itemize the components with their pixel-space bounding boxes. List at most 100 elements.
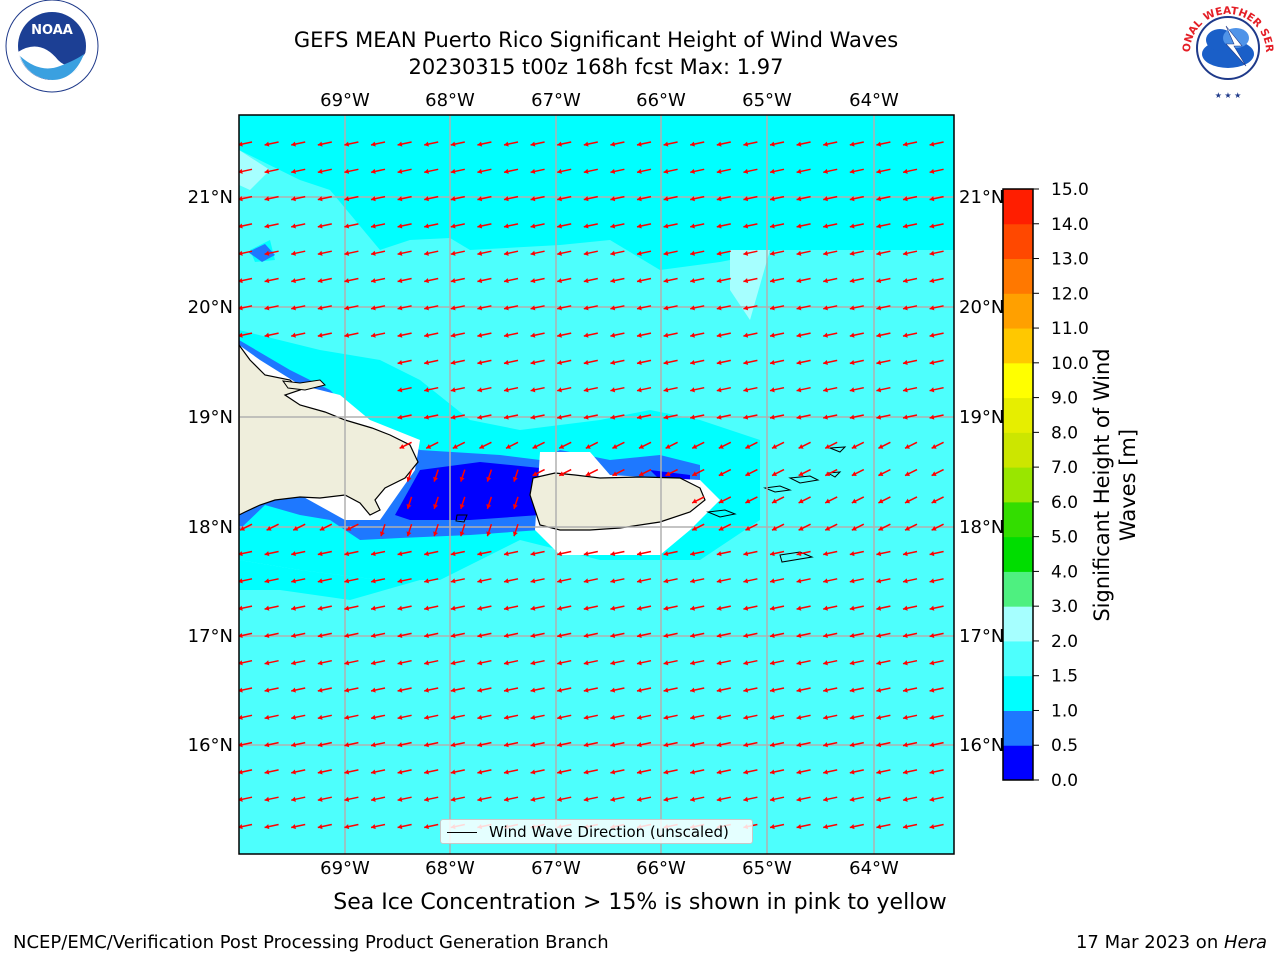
wave-direction-arrowhead [530, 769, 536, 775]
svg-text:★ ★ ★: ★ ★ ★ [1215, 91, 1242, 100]
wave-direction-arrowhead [424, 168, 429, 174]
wave-direction-arrowhead [825, 471, 831, 476]
wave-direction-arrowhead [344, 714, 350, 720]
lon-label-bottom: 68°W [425, 858, 475, 879]
wave-direction-arrowhead [371, 551, 376, 557]
wave-direction-arrowhead [433, 531, 439, 537]
wave-direction-arrowhead [876, 796, 882, 802]
wave-direction-arrowhead [450, 660, 456, 666]
wave-direction-arrowhead [424, 824, 429, 830]
wave-direction-arrowhead [583, 196, 589, 202]
wave-direction-arrowhead [876, 359, 882, 366]
svg-text:NOAA: NOAA [31, 23, 73, 38]
wave-direction-arrowhead [291, 250, 296, 256]
wave-direction-arrowhead [612, 444, 618, 449]
wave-direction-arrowhead [317, 660, 323, 666]
wave-direction-arrowhead [264, 141, 270, 147]
wave-direction-arrowhead [851, 444, 857, 449]
wave-direction-arrowhead [770, 742, 775, 748]
wave-direction-arrowhead [663, 796, 669, 802]
wave-direction-arrowhead [716, 605, 722, 611]
wave-direction-arrowhead [637, 359, 642, 366]
wave-direction-arrowhead [716, 223, 722, 229]
wave-direction-arrowhead [397, 223, 403, 229]
wave-direction-arrowhead [452, 444, 458, 449]
wave-direction-arrowhead [344, 278, 350, 284]
wave-direction-arrowhead [610, 332, 616, 338]
wave-direction-arrowhead [851, 471, 857, 476]
wave-direction-arrowhead [530, 359, 536, 366]
wave-direction-arrowhead [929, 387, 935, 393]
wave-direction-arrowhead [796, 278, 802, 284]
footer-machine: Hera [1223, 932, 1267, 953]
wave-direction-arrowhead [344, 551, 350, 557]
wave-direction-arrowhead [239, 168, 243, 174]
wave-direction-arrowhead [716, 168, 722, 174]
lat-label-right: 21°N [959, 187, 1004, 208]
wave-direction-arrowhead [477, 742, 483, 748]
wave-direction-arrowhead [504, 387, 509, 393]
wave-direction-arrowhead [770, 387, 775, 393]
wave-direction-arrowhead [849, 824, 855, 830]
wave-direction-arrowhead [770, 824, 775, 830]
wave-direction-arrowhead [849, 278, 855, 284]
wave-direction-arrowhead [823, 278, 828, 284]
wave-direction-arrowhead [530, 250, 536, 256]
wave-direction-arrowhead [239, 278, 243, 284]
wave-direction-arrowhead [450, 605, 456, 611]
wave-direction-arrowhead [371, 687, 376, 693]
colorbar-segment [1003, 223, 1033, 260]
lon-label-bottom: 64°W [849, 858, 899, 879]
wave-direction-arrowhead [239, 141, 243, 147]
wave-direction-arrowhead [796, 742, 802, 748]
wave-direction-arrowhead [264, 605, 270, 611]
map-frame [238, 114, 955, 855]
wave-direction-arrowhead [823, 551, 828, 557]
wave-direction-arrowhead [878, 498, 884, 504]
wave-direction-arrowhead [849, 168, 855, 174]
wave-direction-arrowhead [637, 250, 642, 256]
wave-direction-arrowhead [770, 414, 775, 420]
colorbar-tick-label: 0.0 [1051, 771, 1078, 791]
wave-direction-arrowhead [796, 769, 802, 775]
wave-direction-arrowhead [663, 742, 669, 748]
colorbar-segment [1003, 536, 1033, 572]
wave-direction-arrowhead [504, 141, 509, 147]
wave-direction-arrowhead [239, 196, 243, 202]
wave-direction-arrowhead [317, 551, 323, 557]
wave-direction-arrowhead [903, 578, 908, 584]
wave-direction-arrowhead [239, 824, 243, 830]
arrow-legend: Wind Wave Direction (unscaled) [440, 819, 753, 844]
wave-direction-arrowhead [371, 824, 376, 830]
wave-direction-arrowhead [239, 250, 243, 256]
wave-direction-arrowhead [903, 278, 908, 284]
wave-direction-arrowhead [849, 769, 855, 775]
wave-direction-arrowhead [716, 551, 722, 557]
wave-direction-arrowhead [690, 796, 695, 802]
wave-direction-arrowhead [876, 387, 882, 393]
wave-direction-arrowhead [743, 359, 749, 366]
wave-direction-arrowhead [317, 250, 323, 256]
wave-direction-arrowhead [931, 525, 937, 531]
wave-direction-arrowhead [743, 141, 749, 147]
wave-direction-arrowhead [929, 660, 935, 666]
wave-direction-arrowhead [504, 578, 509, 584]
wave-direction-arrowhead [344, 742, 350, 748]
wave-direction-arrowhead [239, 687, 243, 693]
wave-direction-arrowhead [929, 687, 935, 693]
wave-direction-arrowhead [610, 796, 616, 802]
wave-direction-arrowhead [796, 632, 802, 639]
wave-direction-arrowhead [346, 525, 352, 531]
wave-direction-arrowhead [743, 278, 749, 284]
wave-direction-arrowhead [424, 223, 429, 229]
wave-direction-arrowhead [583, 714, 589, 720]
wave-direction-arrowhead [612, 471, 618, 476]
wave-direction-arrowhead [532, 471, 538, 476]
wave-direction-arrowhead [450, 168, 456, 174]
wave-direction-arrowhead [745, 525, 751, 531]
wave-direction-arrowhead [663, 632, 669, 639]
wave-direction-arrowhead [583, 660, 589, 666]
wave-direction-arrowhead [903, 359, 908, 366]
wave-direction-arrowhead [486, 531, 492, 537]
